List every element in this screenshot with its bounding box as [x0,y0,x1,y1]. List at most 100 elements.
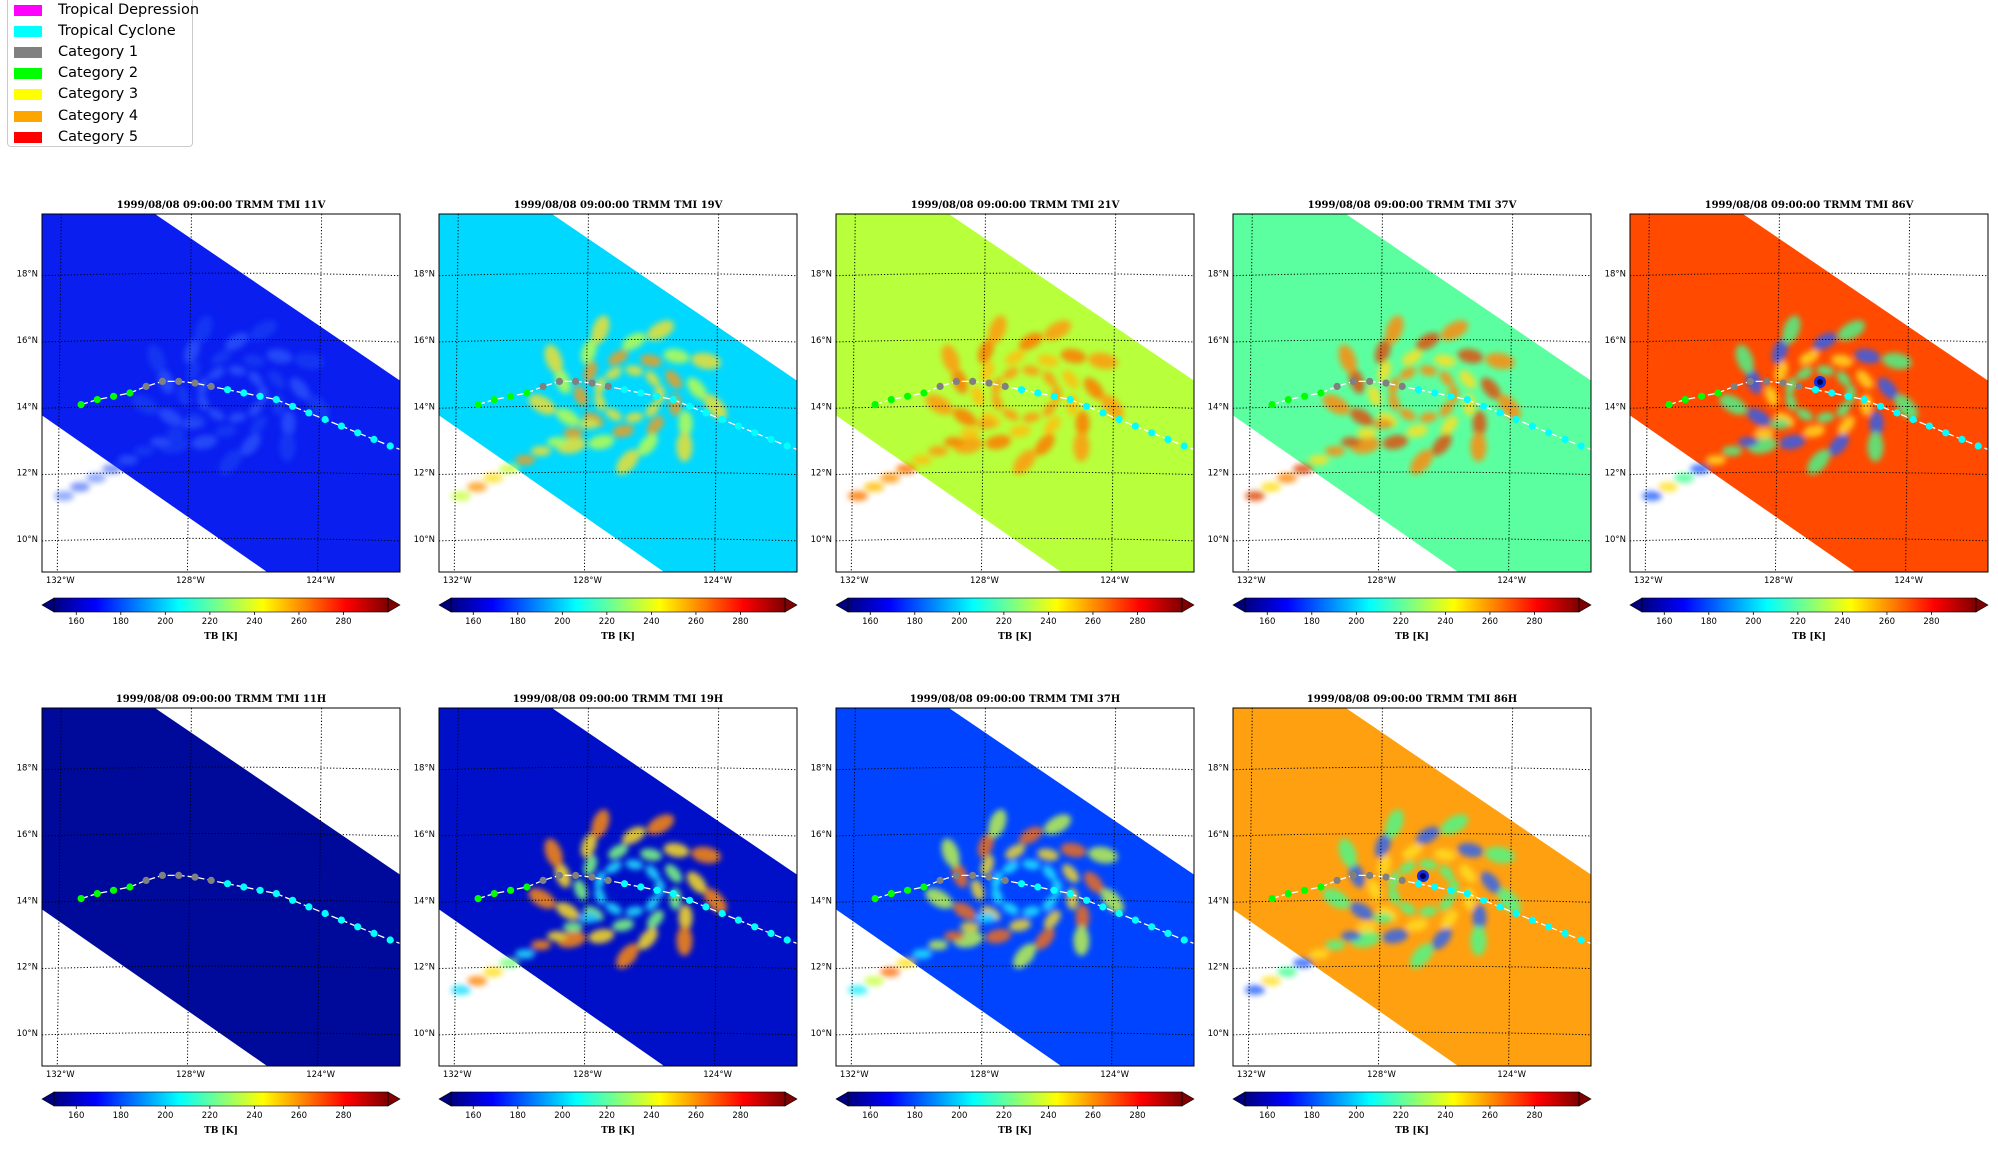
track-point [1811,386,1820,394]
colorbar-label: TB [K] [1395,1126,1429,1136]
x-tick-label: 128°W [176,1070,205,1080]
graticule [835,213,1195,573]
track-point [1164,435,1172,443]
colorbar-tick-label: 160 [862,617,878,627]
track-point [767,435,775,443]
lat-line [1232,1031,1592,1036]
track-point [1398,876,1406,885]
colorbar-tick-label: 160 [68,617,84,627]
track-point [305,903,313,911]
track-point [474,895,482,903]
colorbar-tick-label: 180 [113,1111,129,1121]
y-tick-label: 16°N [17,336,38,346]
track-point [1001,382,1009,390]
lat-line [1629,272,1989,277]
track-point [1301,886,1309,894]
lon-line [1111,707,1117,1067]
track-point [620,880,629,888]
track-point [920,883,928,891]
lat-line [1232,766,1592,771]
colorbar-extend-high [1181,1091,1195,1107]
colorbar-tick-label: 220 [599,617,615,627]
lon-line [453,707,459,1067]
track-point [1480,896,1488,904]
y-tick-label: 14°N [811,402,832,412]
colorbar-extend-high [1181,597,1195,613]
colorbar-extend-high [1578,1091,1592,1107]
colorbar-tick-label: 280 [1526,1111,1542,1121]
colorbar-frame [1244,1091,1580,1107]
track-point [751,923,759,931]
colorbar-extend-high [387,1091,401,1107]
lat-line [41,537,401,542]
track-point [1925,422,1933,430]
lat-line [1232,537,1592,542]
track-line [477,874,798,945]
track-point [158,377,166,385]
lon-line [453,213,459,573]
swath [1233,708,1591,1066]
x-tick-label: 128°W [1764,576,1793,586]
legend-label: Tropical Cyclone [58,23,176,40]
colorbar-extend-high [1578,597,1592,613]
track-point [1795,382,1803,390]
track-point [1561,435,1569,443]
lat-line [438,338,798,343]
track-point [1877,402,1885,410]
y-tick-label: 12°N [1208,963,1229,973]
track-point [985,873,993,881]
colorbar-tick-label: 240 [1834,617,1850,627]
track-point [718,909,726,918]
track-point [1909,415,1917,424]
track-point [507,886,515,894]
y-tick-label: 14°N [1605,402,1626,412]
track-point [354,923,362,931]
colorbar-bar [451,598,785,612]
colorbar-label: TB [K] [601,632,635,642]
track-point [904,886,912,894]
track-point [669,396,677,404]
track-point [555,871,564,880]
storm-bands [451,809,727,995]
colorbar-tick-label: 200 [1348,617,1364,627]
track-point [1561,929,1569,938]
track-point [1528,916,1536,924]
track-point [734,422,743,430]
track-point [1333,382,1341,390]
track-point [126,883,134,891]
colorbar-tick-label: 260 [1482,1111,1498,1121]
track-point [1131,422,1139,430]
track-point [936,382,944,390]
colorbar-tick-label: 220 [599,1111,615,1121]
track-point [686,402,694,410]
track-line [80,874,401,945]
track-point [572,377,580,385]
colorbar-tick-label: 260 [1085,617,1101,627]
track-point [1115,415,1123,424]
storm-track [474,871,798,945]
track-point [1447,886,1455,894]
lon-line [1377,213,1383,573]
track-point [142,876,150,885]
track-point [1066,890,1074,898]
track-point [718,415,726,424]
storm-bands [1245,809,1521,995]
storm-track [77,871,401,945]
track-point [1414,880,1423,888]
lon-line [1111,213,1117,573]
track-point [871,895,879,903]
lon-line [186,707,192,1067]
legend-label: Category 2 [58,65,139,82]
lat-line [1629,471,1989,476]
lat-line [1232,471,1592,476]
track-point [1115,909,1123,918]
track-point [223,880,232,888]
swath [836,708,1194,1066]
y-tick-label: 18°N [17,764,38,774]
x-tick-label: 132°W [46,1070,75,1080]
lon-line [980,213,986,573]
track-point [572,871,580,880]
colorbar-tick-label: 240 [1437,1111,1453,1121]
y-tick-label: 10°N [1208,1029,1229,1039]
colorbar-tick-label: 160 [1656,617,1672,627]
